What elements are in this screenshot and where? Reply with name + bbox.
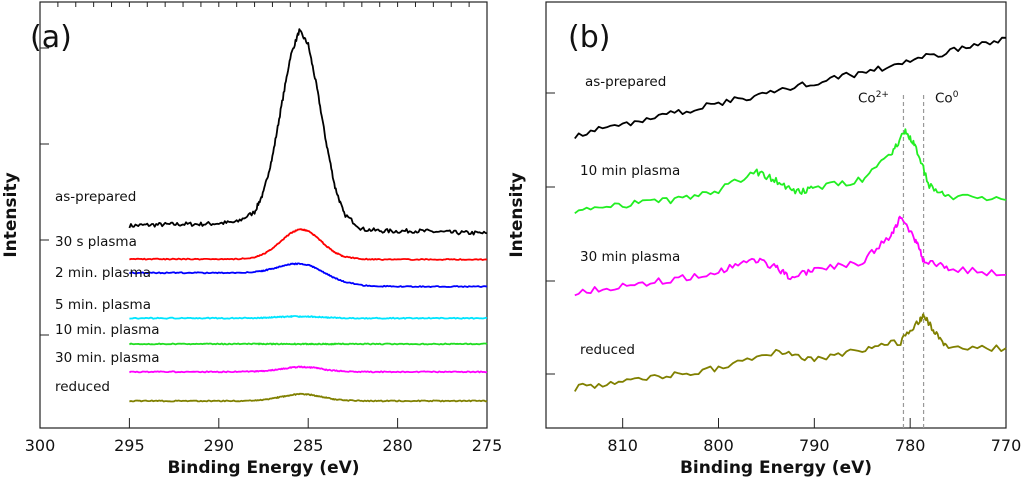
annotation-co2plus-sup: 2+ <box>875 90 889 100</box>
x-axis-title: Binding Energy (eV) <box>167 458 359 478</box>
series-line-30-min-plasma <box>574 215 1007 297</box>
x-tick-label: 300 <box>25 436 56 455</box>
legend-label-a-reduced: reduced <box>55 379 110 395</box>
series-line-reduced <box>129 392 488 403</box>
series-line-as-prepared <box>574 36 1007 140</box>
legend-label-b-30min: 30 min plasma <box>580 249 681 265</box>
annotation-co0: Co0 <box>935 90 958 107</box>
legend-label-a-2min: 2 min. plasma <box>55 265 151 281</box>
x-tick-label: 780 <box>895 436 926 455</box>
y-axis-title: Intensity <box>1 172 21 257</box>
series-line-10-min-plasma <box>128 342 488 346</box>
x-tick-label: 295 <box>114 436 145 455</box>
series-line-as-prepared <box>128 28 488 236</box>
x-tick-label: 275 <box>472 436 503 455</box>
annotation-co0-sup: 0 <box>952 90 959 100</box>
panel-a: 300 295 290 285 280 275 Binding Energy (eV) Int… <box>1 1 503 478</box>
x-axis-title: Binding Energy (eV) <box>680 458 872 478</box>
x-tick-label: 280 <box>382 436 413 455</box>
series-line-30-s-plasma <box>129 228 488 261</box>
x-tick-label: 790 <box>799 436 830 455</box>
series-line-reduced <box>574 313 1007 392</box>
legend-label-a-5min: 5 min. plasma <box>55 297 151 313</box>
x-tick-label: 800 <box>703 436 734 455</box>
panel-a-label: (a) <box>30 20 72 55</box>
plot-frame <box>39 1 488 429</box>
annotation-co2plus-main: Co <box>858 90 876 107</box>
legend-label-a-30s: 30 s plasma <box>55 234 137 250</box>
series-line-30-min-plasma <box>128 365 488 374</box>
legend-label-b-as-prepared: as-prepared <box>585 74 667 90</box>
legend-label-a-30min: 30 min. plasma <box>55 350 160 366</box>
series-line-2-min-plasma <box>129 262 488 288</box>
y-axis-title: Intensity <box>507 172 527 257</box>
x-tick-label: 770 <box>991 436 1022 455</box>
legend-label-b-reduced: reduced <box>580 342 635 358</box>
panel-b: 810 800 790 780 770 Binding Energy (eV) Intens… <box>507 1 1022 478</box>
annotation-co2plus: Co2+ <box>858 90 889 107</box>
x-tick-label: 285 <box>293 436 324 455</box>
series-line-10-min-plasma <box>574 128 1007 215</box>
legend-label-a-10min: 10 min. plasma <box>55 322 160 338</box>
legend-label-b-10min: 10 min plasma <box>580 163 681 179</box>
panel-b-label: (b) <box>568 20 611 55</box>
x-tick-label: 810 <box>607 436 638 455</box>
x-tick-label: 290 <box>204 436 235 455</box>
series-line-5-min-plasma <box>129 315 488 320</box>
plot-frame <box>545 1 1007 429</box>
legend-label-a-as-prepared: as-prepared <box>55 189 137 205</box>
annotation-co0-main: Co <box>935 90 953 107</box>
